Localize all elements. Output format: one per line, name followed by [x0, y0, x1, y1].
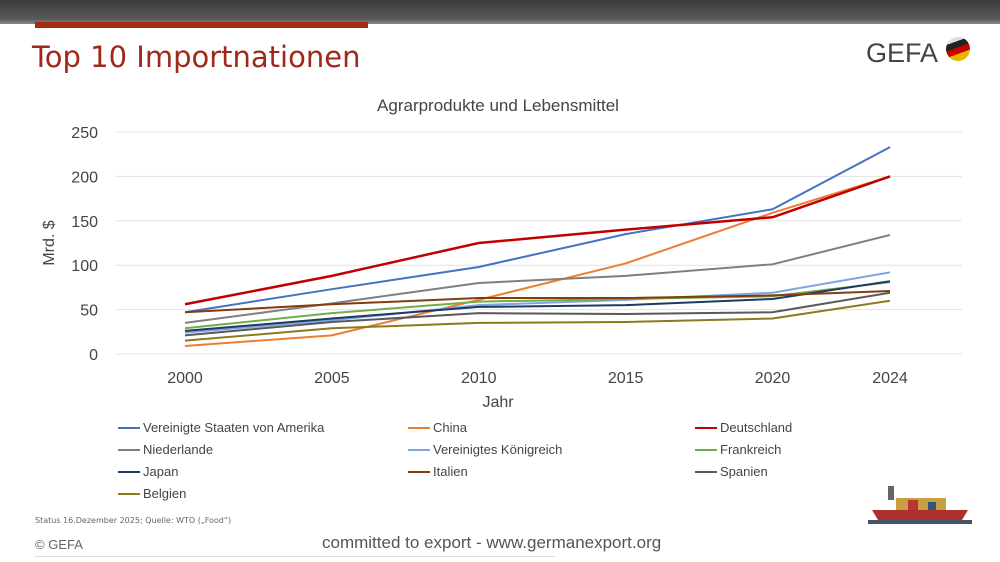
legend-swatch [695, 426, 717, 429]
legend-swatch [408, 448, 430, 451]
legend-label: Frankreich [720, 442, 782, 457]
series-line-0 [184, 146, 891, 314]
y-tick-label: 50 [80, 303, 98, 320]
legend-item: Vereinigte Staaten von Amerika [118, 420, 324, 435]
legend-swatch [118, 448, 140, 451]
legend-swatch [118, 470, 140, 473]
legend-label: Italien [433, 464, 468, 479]
legend-label: Vereinigte Staaten von Amerika [143, 420, 325, 435]
legend-item: Italien [408, 464, 468, 479]
gefa-logo: GEFA [866, 38, 939, 68]
legend-label: Spanien [720, 464, 768, 479]
x-tick-label: 2000 [167, 370, 203, 387]
source-note: Status 16.Dezember 2025; Quelle: WTO („F… [35, 516, 232, 525]
legend-label: Japan [143, 464, 179, 479]
series-line-6 [184, 280, 891, 332]
x-tick-label: 2005 [314, 370, 350, 387]
legend-item: Frankreich [695, 442, 781, 457]
legend-item: Belgien [118, 486, 186, 501]
legend-swatch [695, 470, 717, 473]
footer-divider [35, 556, 555, 557]
series-line-3 [184, 234, 891, 324]
container-ship-icon [868, 486, 972, 524]
chart-title: Agrarprodukte und Lebensmittel [377, 96, 619, 115]
page-title: Top 10 Importnationen [32, 40, 361, 74]
accent-bar [35, 22, 368, 28]
legend-item: Niederlande [118, 442, 213, 457]
x-axis-label: Jahr [482, 394, 514, 411]
legend-swatch [408, 470, 430, 473]
legend-label: Niederlande [143, 442, 214, 457]
copyright: © GEFA [35, 537, 83, 552]
x-tick-label: 2010 [461, 370, 497, 387]
legend-item: China [408, 420, 467, 435]
line-chart: Agrarprodukte und Lebensmittel Jahr Mrd.… [41, 96, 962, 411]
legend-label: Belgien [143, 486, 187, 501]
series-line-8 [184, 291, 891, 337]
legend-item: Spanien [695, 464, 768, 479]
top-bar [0, 0, 1000, 24]
y-tick-label: 100 [71, 258, 98, 275]
legend-label: China [433, 420, 467, 435]
x-tick-label: 2024 [872, 370, 908, 387]
globe-logo-icon [946, 37, 970, 61]
legend-label: Vereinigtes Königreich [433, 442, 563, 457]
legend-item: Vereinigtes Königreich [408, 442, 562, 457]
x-tick-label: 2015 [608, 370, 644, 387]
series-line-4 [184, 271, 891, 334]
tagline: committed to export - www.germanexport.o… [322, 533, 662, 552]
series-line-9 [184, 299, 891, 342]
legend-label: Deutschland [720, 420, 793, 435]
legend-swatch [118, 426, 140, 429]
legend-swatch [118, 492, 140, 495]
series-line-1 [184, 175, 891, 348]
x-tick-label: 2020 [755, 370, 791, 387]
legend-item: Japan [118, 464, 178, 479]
y-axis-label: Mrd. $ [41, 220, 58, 265]
y-tick-label: 250 [71, 125, 98, 142]
legend-swatch [408, 426, 430, 429]
y-tick-label: 150 [71, 214, 98, 231]
legend-swatch [695, 448, 717, 451]
y-tick-label: 0 [89, 347, 98, 364]
y-tick-label: 200 [71, 169, 98, 186]
series-line-7 [184, 289, 891, 314]
legend-item: Deutschland [695, 420, 792, 435]
series-line-2 [184, 175, 891, 306]
